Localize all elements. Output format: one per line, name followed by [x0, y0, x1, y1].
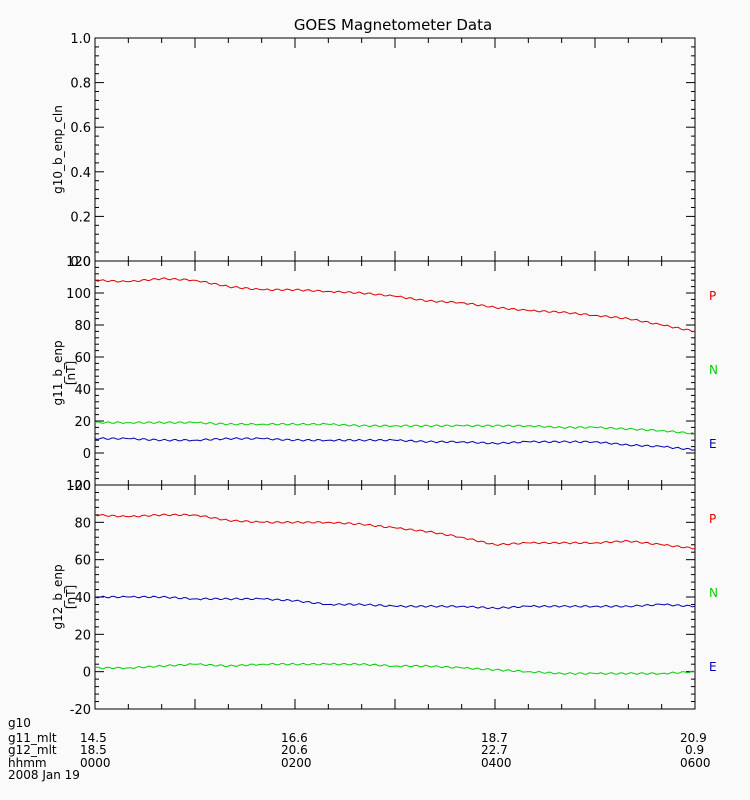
panel-2-ytick-label-0: -20: [70, 703, 91, 718]
panel-1-ytick-label-2: 20: [74, 415, 91, 430]
g12-mlt-1: 20.6: [281, 743, 308, 757]
panel-1-legend-E: E: [709, 437, 717, 451]
panel-0-frame: [94, 37, 696, 262]
panel-g10: 0.0 0.2 0.4 0.6 0.8 1.0 g10_b_enp_cln: [51, 32, 696, 270]
panel-2-ytick-label-1: 0: [83, 666, 91, 681]
panel-0-ytick-label-3: 0.6: [70, 121, 91, 136]
panel-0-ytick-label-2: 0.4: [70, 166, 91, 181]
date-label: 2008 Jan 19: [8, 768, 80, 782]
panel-1-series-N: [94, 421, 696, 435]
panel-2-yunit: [nT]: [64, 585, 78, 609]
g12-mlt-0: 18.5: [80, 743, 107, 757]
g11-mlt-3: 20.9: [680, 731, 707, 745]
row-label-g10: g10: [8, 716, 31, 730]
panel-2-series-N: [94, 662, 696, 675]
panel-1-ytick-label-3: 40: [74, 383, 91, 398]
chart-title: GOES Magnetometer Data: [294, 16, 492, 34]
panel-2-ytick-label-2: 20: [74, 628, 91, 643]
panel-0-ytick-label-1: 0.2: [70, 210, 91, 225]
g12-mlt-3: 0.9: [685, 743, 704, 757]
panel-1-ytick-label-1: 0: [83, 447, 91, 462]
hhmm-2: 0400: [481, 756, 512, 770]
hhmm-1: 0200: [281, 756, 312, 770]
panel-1-ytick-label-4: 60: [74, 351, 91, 366]
panel-2-ytick-label-6: 100: [66, 479, 91, 494]
panel-1-series-E: [94, 437, 696, 451]
time-axis-labels: g10 g11_mlt g12_mlt hhmm 2008 Jan 19 14.…: [8, 716, 711, 782]
panel-2-legend-N: N: [709, 586, 718, 600]
panel-1-ylabel: g11_b_enp: [51, 340, 65, 405]
g12-mlt-2: 22.7: [481, 743, 508, 757]
panel-2-series-P: [94, 513, 696, 550]
hhmm-3: 0600: [680, 756, 711, 770]
panel-2-ytick-label-5: 80: [74, 516, 91, 531]
hhmm-0: 0000: [80, 756, 111, 770]
panel-1-ytick-label-6: 100: [66, 287, 91, 302]
row-label-hhmm: hhmm: [8, 756, 47, 770]
panel-2-ytick-label-3: 40: [74, 591, 91, 606]
panel-2-legend-P: P: [709, 512, 716, 526]
g11-mlt-1: 16.6: [281, 731, 308, 745]
panel-1-series-P: [94, 277, 696, 333]
panel-1-legend-N: N: [709, 363, 718, 377]
panel-g12: -20 0 20 40 60 80 100 g12_b_enp [nT] P N E: [51, 479, 718, 718]
row-label-g12-mlt: g12_mlt: [8, 743, 57, 757]
panel-2-frame: [94, 484, 696, 710]
panel-0-ylabel: g10_b_enp_cln: [51, 105, 65, 194]
row-label-g11-mlt: g11_mlt: [8, 731, 57, 745]
panel-2-series-E: [94, 595, 696, 610]
panel-1-ytick-label-7: 120: [66, 255, 91, 270]
panel-2-ylabel: g12_b_enp: [51, 564, 65, 629]
g11-mlt-2: 18.7: [481, 731, 508, 745]
panel-1-legend-P: P: [709, 289, 716, 303]
panel-0-ytick-label-0: 0.0: [70, 255, 91, 270]
panel-1-frame: [94, 260, 696, 486]
panel-2-legend-E: E: [709, 660, 717, 674]
panel-0-ytick-label-5: 1.0: [70, 32, 91, 47]
panel-0-ytick-label-4: 0.8: [70, 77, 91, 92]
panel-g11: -20 0 20 40 60 80 100 120 g11_b_enp [nT] P N E: [51, 255, 718, 494]
g11-mlt-0: 14.5: [80, 731, 107, 745]
panel-2-ytick-label-4: 60: [74, 554, 91, 569]
panel-1-ytick-label-0: -20: [70, 479, 91, 494]
panel-1-yunit: [nT]: [64, 361, 78, 385]
panel-1-ytick-label-5: 80: [74, 319, 91, 334]
